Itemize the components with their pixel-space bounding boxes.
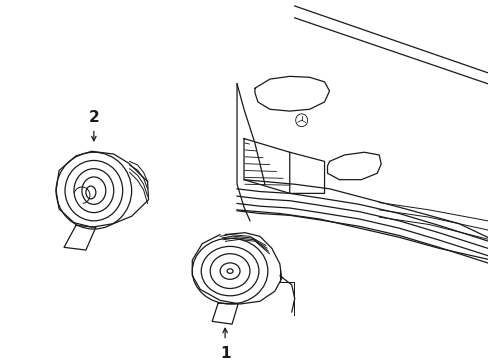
Text: 1: 1 xyxy=(220,346,230,360)
Text: 2: 2 xyxy=(88,110,99,125)
